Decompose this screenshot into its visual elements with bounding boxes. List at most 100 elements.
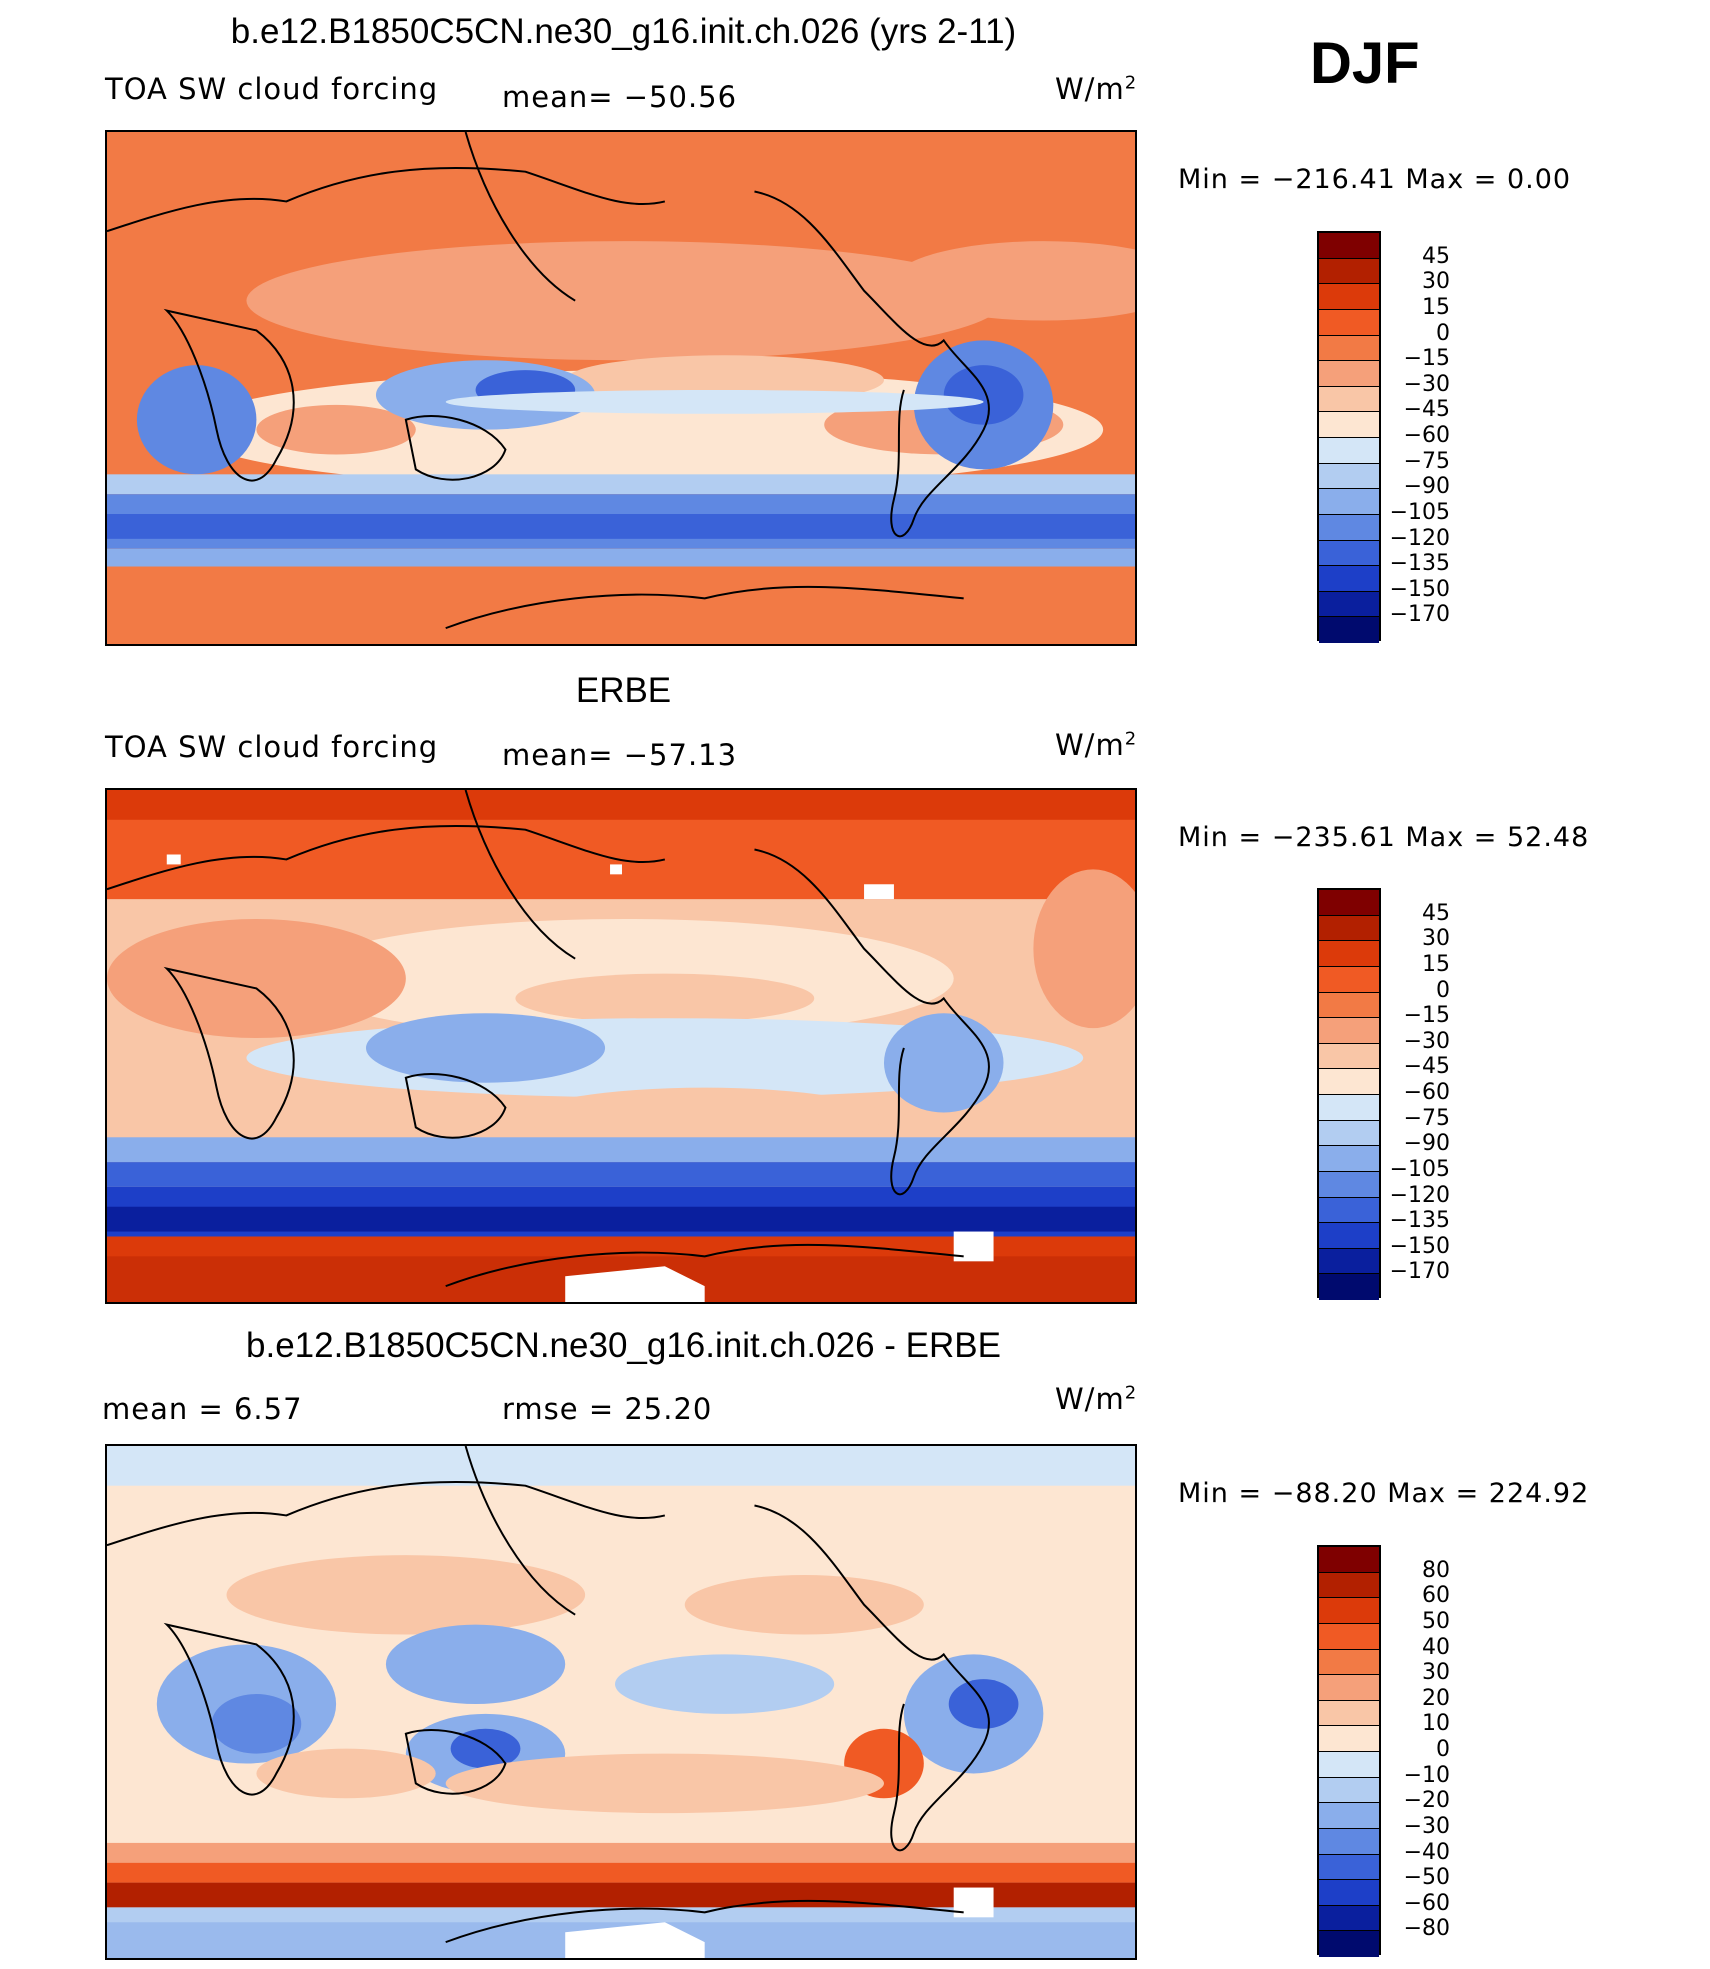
panel-top-title: b.e12.B1850C5CN.ne30_g16.init.ch.026 (yr… — [230, 12, 1017, 51]
colorbar-swatch — [1319, 489, 1379, 515]
colorbar-tick-label: −150 — [1389, 1233, 1450, 1259]
colorbar-swatch — [1319, 566, 1379, 592]
colorbar-tick-label: −15 — [1403, 1003, 1450, 1029]
colorbar-swatch — [1319, 1248, 1379, 1275]
panel-top-variable: TOA SW cloud forcing — [105, 72, 439, 106]
season-label: DJF — [1310, 31, 1420, 96]
colorbar-tick-label: −80 — [1403, 1916, 1450, 1942]
colorbar-swatch — [1319, 1931, 1379, 1957]
colorbar-swatch — [1319, 1752, 1379, 1778]
colorbar-tick-label: −75 — [1403, 1105, 1450, 1131]
colorbar-swatch — [1319, 591, 1379, 618]
colorbar-swatch — [1319, 438, 1379, 464]
colorbar-swatch — [1319, 1803, 1379, 1829]
panel-bot-units: W/m2 — [1055, 1382, 1138, 1416]
colorbar-tick-label: −20 — [1403, 1788, 1450, 1814]
colorbar-swatch — [1319, 463, 1379, 490]
colorbar-swatch — [1319, 335, 1379, 362]
colorbar-swatch — [1319, 386, 1379, 413]
colorbar-tick-label: 10 — [1422, 1711, 1450, 1737]
colorbar-tick-label: −60 — [1403, 423, 1450, 448]
colorbar-tick-label: −90 — [1403, 1131, 1450, 1157]
panel-top-units: W/m2 — [1055, 72, 1138, 106]
colorbar-swatch — [1319, 1572, 1379, 1599]
colorbar-swatch — [1319, 361, 1379, 387]
colorbar-swatch — [1319, 1547, 1379, 1573]
colorbar-tick-label: −135 — [1389, 551, 1450, 577]
colorbar-tick-label: −40 — [1403, 1839, 1450, 1865]
panel-bot-minmax: Min = −88.20 Max = 224.92 — [1178, 1478, 1590, 1509]
colorbar-difference — [1317, 1545, 1381, 1957]
colorbar-tick-label: −10 — [1403, 1762, 1450, 1788]
colorbar-swatch — [1319, 412, 1379, 438]
colorbar-tick-label: 30 — [1422, 926, 1450, 952]
colorbar-tick-label: 0 — [1436, 320, 1450, 346]
panel-mid-minmax: Min = −235.61 Max = 52.48 — [1178, 822, 1590, 853]
colorbar-tick-label: −15 — [1403, 346, 1450, 372]
panel-bot-mean: mean = 6.57 — [102, 1392, 303, 1426]
colorbar-swatch — [1319, 1905, 1379, 1932]
colorbar-swatch — [1319, 1726, 1379, 1752]
colorbar-swatch — [1319, 1880, 1379, 1906]
colorbar-swatch — [1319, 1649, 1379, 1676]
colorbar-swatch — [1319, 1777, 1379, 1804]
colorbar-tick-label: 45 — [1422, 243, 1450, 269]
panel-bot-title: b.e12.B1850C5CN.ne30_g16.init.ch.026 - E… — [246, 1326, 1001, 1365]
colorbar-tick-label: 20 — [1422, 1685, 1450, 1711]
colorbar-tick-label: 0 — [1436, 1737, 1450, 1762]
colorbar-tick-label: 0 — [1436, 977, 1450, 1003]
colorbar-tick-label: 15 — [1422, 294, 1450, 320]
colorbar-tick-label: −45 — [1403, 1054, 1450, 1080]
colorbar-tick-label: 45 — [1422, 900, 1450, 926]
panel-top-mean: mean= −50.56 — [502, 80, 738, 114]
colorbar-swatch — [1319, 233, 1379, 259]
panel-top-minmax: Min = −216.41 Max = 0.00 — [1178, 164, 1572, 195]
colorbar-swatch — [1319, 309, 1379, 336]
colorbar-tick-label: 80 — [1422, 1557, 1450, 1583]
colorbar-tick-label: −120 — [1389, 1182, 1450, 1208]
map-difference — [105, 1444, 1137, 1960]
colorbar-swatch — [1319, 1854, 1379, 1881]
colorbar-swatch — [1319, 941, 1379, 967]
colorbar-swatch — [1319, 540, 1379, 567]
colorbar-swatch — [1319, 514, 1379, 541]
colorbar-swatch — [1319, 258, 1379, 285]
colorbar-swatch — [1319, 1223, 1379, 1249]
colorbar-swatch — [1319, 1197, 1379, 1224]
colorbar-tick-label: −30 — [1403, 1813, 1450, 1839]
colorbar-swatch — [1319, 284, 1379, 310]
colorbar-swatch — [1319, 1700, 1379, 1727]
colorbar-swatch — [1319, 1095, 1379, 1121]
colorbar-tick-label: 30 — [1422, 269, 1450, 295]
colorbar-tick-label: −45 — [1403, 397, 1450, 423]
colorbar-tick-label: 30 — [1422, 1660, 1450, 1686]
colorbar-tick-label: 50 — [1422, 1608, 1450, 1634]
colorbar-swatch — [1319, 1623, 1379, 1650]
colorbar-tick-label: −150 — [1389, 576, 1450, 602]
colorbar-tick-label: −60 — [1403, 1890, 1450, 1916]
colorbar-swatch — [1319, 966, 1379, 993]
panel-bot-rmse: rmse = 25.20 — [502, 1392, 713, 1426]
colorbar-erbe — [1317, 888, 1381, 1300]
colorbar-swatch — [1319, 890, 1379, 916]
colorbar-tick-label: −60 — [1403, 1080, 1450, 1105]
colorbar-swatch — [1319, 1171, 1379, 1198]
colorbar-tick-label: −170 — [1389, 1259, 1450, 1285]
colorbar-tick-label: −105 — [1389, 499, 1450, 525]
colorbar-tick-label: −170 — [1389, 602, 1450, 628]
colorbar-swatch — [1319, 1146, 1379, 1172]
colorbar-tick-label: −105 — [1389, 1156, 1450, 1182]
colorbar-model — [1317, 231, 1381, 643]
colorbar-tick-label: −135 — [1389, 1208, 1450, 1234]
colorbar-swatch — [1319, 617, 1379, 643]
colorbar-tick-label: 15 — [1422, 951, 1450, 977]
panel-mid-title: ERBE — [575, 671, 672, 710]
panel-mid-variable: TOA SW cloud forcing — [105, 730, 439, 764]
colorbar-swatch — [1319, 1069, 1379, 1095]
colorbar-tick-label: −30 — [1403, 1028, 1450, 1054]
colorbar-tick-label: 60 — [1422, 1583, 1450, 1609]
colorbar-tick-label: −75 — [1403, 448, 1450, 474]
colorbar-swatch — [1319, 915, 1379, 942]
colorbar-tick-label: −30 — [1403, 371, 1450, 397]
colorbar-swatch — [1319, 992, 1379, 1019]
